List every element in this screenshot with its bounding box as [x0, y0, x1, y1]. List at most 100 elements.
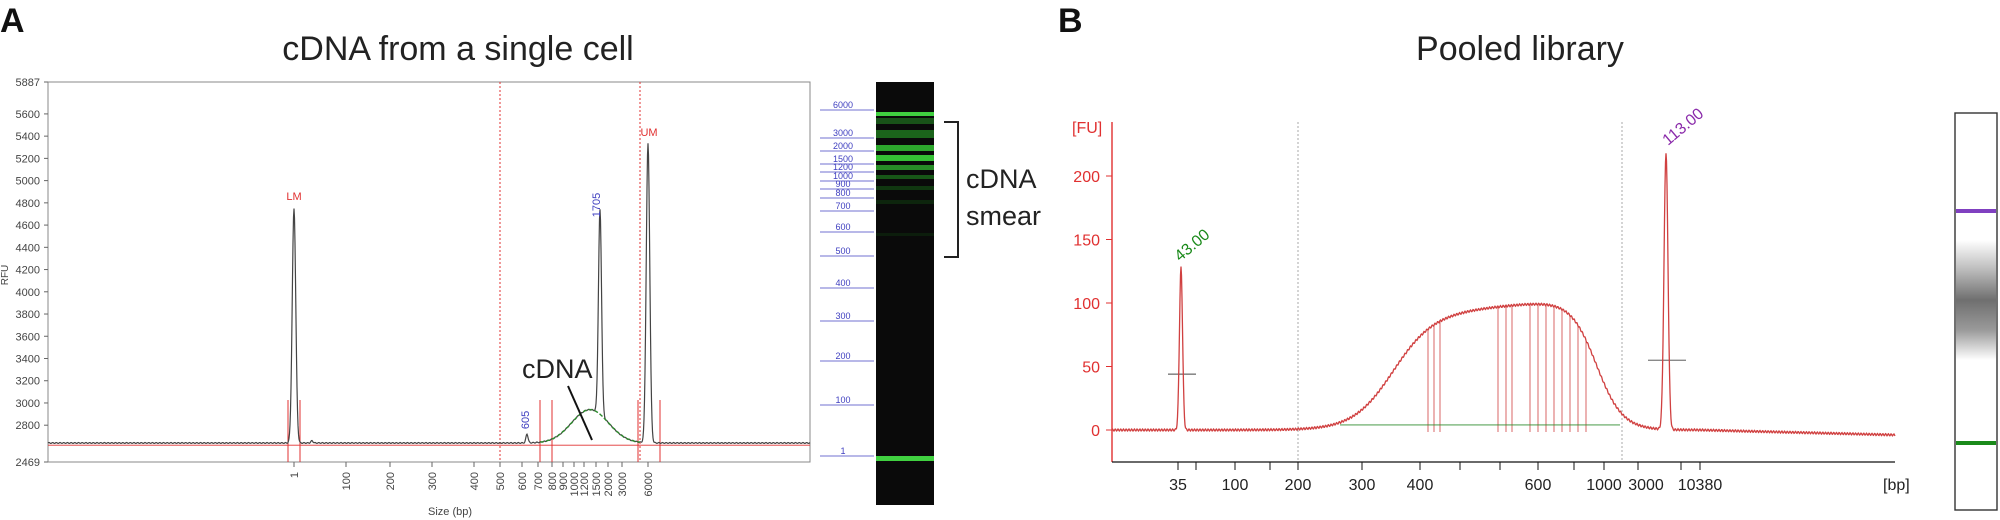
chart-a-y-axis: 2469 2800 3000 3200 3400 3600 3800 4000 4200 4400…	[16, 77, 48, 469]
chart-b-trace	[1111, 153, 1896, 437]
chart-b: 0 50 100 150 200 35 100 200 300 400 600 1000 3000 10…	[1072, 105, 1910, 494]
chart-a-ylabel: RFU	[0, 265, 11, 286]
gel-lane-a-bands	[876, 112, 934, 461]
panel-a-letter: A	[0, 2, 25, 40]
gel-band	[876, 130, 934, 138]
gel-band	[876, 186, 934, 190]
ladder-label: 6000	[833, 100, 853, 110]
ladder-label: 300	[835, 311, 850, 321]
ladder-label: 1000	[833, 171, 853, 181]
y-tick-label: 4400	[16, 242, 40, 254]
y-tick-label: 5000	[16, 176, 40, 188]
x-tick-label: 200	[1285, 477, 1312, 494]
ladder-label: 1200	[833, 162, 853, 172]
chart-a-peak-markers	[48, 400, 810, 462]
y-tick-label: 4600	[16, 220, 40, 232]
chart-a-frame	[47, 81, 811, 463]
peak-label-605: 605	[520, 411, 532, 429]
gel-band	[876, 155, 934, 161]
chart-b-x-axis: 35 100 200 300 400 600 1000 3000 10380	[1169, 462, 1722, 494]
peak-label-lm: LM	[286, 191, 301, 203]
gel-band	[876, 456, 934, 461]
ladder-label: 1	[840, 446, 845, 456]
y-tick-label: 5600	[16, 109, 40, 121]
y-tick-label: 4200	[16, 265, 40, 277]
peak-label-um: UM	[640, 127, 657, 139]
y-tick-label: 5887	[16, 77, 40, 89]
x-tick-label: 600	[1525, 477, 1552, 494]
chart-b-ylabel: [FU]	[1072, 120, 1102, 137]
x-tick-label: 35	[1169, 477, 1187, 494]
y-tick-label: 5200	[16, 153, 40, 165]
gel-band	[876, 200, 934, 204]
y-tick-label: 4000	[16, 287, 40, 299]
x-tick-label: 2000	[603, 472, 615, 496]
ladder-label: 600	[835, 222, 850, 232]
y-tick-label: 3600	[16, 331, 40, 343]
x-tick-label: 200	[385, 472, 397, 490]
ladder-label: 500	[835, 246, 850, 256]
chart-b-region-markers	[1168, 303, 1686, 432]
y-tick-label: 200	[1073, 169, 1100, 186]
gel-band	[876, 145, 934, 151]
y-tick-label: 150	[1073, 233, 1100, 250]
peak-label-43: 43.00	[1172, 226, 1214, 265]
x-tick-label: 10380	[1678, 477, 1723, 494]
x-tick-label: 300	[1349, 477, 1376, 494]
ladder-label: 200	[835, 351, 850, 361]
x-tick-label: 700	[533, 472, 545, 490]
chart-a-cdna-arrow	[567, 385, 593, 441]
y-tick-label: 3800	[16, 309, 40, 321]
chart-a-fit	[539, 408, 641, 443]
y-tick-label: 3200	[16, 376, 40, 388]
x-tick-label: 1000	[569, 472, 581, 496]
ladder-label: 2000	[833, 141, 853, 151]
y-tick-label: 3400	[16, 353, 40, 365]
gel-band	[876, 112, 934, 116]
x-tick-label: 1500	[591, 472, 603, 496]
chart-a: 2469 2800 3000 3200 3400 3600 3800 4000 4200 4400…	[0, 77, 874, 518]
chart-a-trace	[47, 143, 811, 445]
chart-b-xlabel: [bp]	[1883, 477, 1910, 494]
y-tick-label: 5400	[16, 131, 40, 143]
x-tick-label: 500	[495, 472, 507, 490]
ladder-label: 400	[835, 278, 850, 288]
ladder-label: 900	[835, 179, 850, 189]
gel-bracket	[944, 121, 959, 258]
y-tick-label: 3000	[16, 398, 40, 410]
gel-lane-b-smear	[1956, 240, 1996, 360]
x-tick-label: 400	[1407, 477, 1434, 494]
gel-band	[876, 165, 934, 170]
gel-lane-b	[1954, 112, 1998, 511]
gel-band	[876, 118, 934, 124]
panel-b-title: Pooled library	[1416, 30, 1624, 68]
x-tick-label: 6000	[643, 472, 655, 496]
ladder-label: 800	[835, 188, 850, 198]
x-tick-label: 3000	[617, 472, 629, 496]
y-tick-label: 50	[1082, 360, 1100, 377]
ladder-label: 100	[835, 395, 850, 405]
y-tick-label: 4800	[16, 198, 40, 210]
gel-bracket-label-1: cDNA	[966, 164, 1037, 194]
gel-band	[876, 175, 934, 179]
x-tick-label: 900	[558, 472, 570, 490]
gel-lane-a: cDNA smear	[876, 82, 1041, 505]
x-tick-label: 600	[517, 472, 529, 490]
gel-lane-b-band-upper	[1956, 209, 1996, 213]
y-tick-label: 100	[1073, 296, 1100, 313]
x-tick-label: 3000	[1628, 477, 1664, 494]
peak-label-113: 113.00	[1660, 105, 1708, 149]
ladder-label: 3000	[833, 128, 853, 138]
y-tick-label: 2469	[16, 457, 40, 469]
x-tick-label: 1	[289, 472, 301, 478]
chart-a-cdna-annotation: cDNA	[522, 354, 593, 384]
ladder-label: 1500	[833, 154, 853, 164]
gel-bracket-label-2: smear	[966, 201, 1041, 231]
chart-a-ladder: 6000300020001500120010009008007006005004…	[820, 100, 874, 457]
gel-band	[876, 233, 934, 236]
gel-lane-a-bg	[876, 82, 934, 505]
x-tick-label: 1000	[1586, 477, 1622, 494]
chart-b-y-axis: 0 50 100 150 200	[1073, 169, 1112, 440]
